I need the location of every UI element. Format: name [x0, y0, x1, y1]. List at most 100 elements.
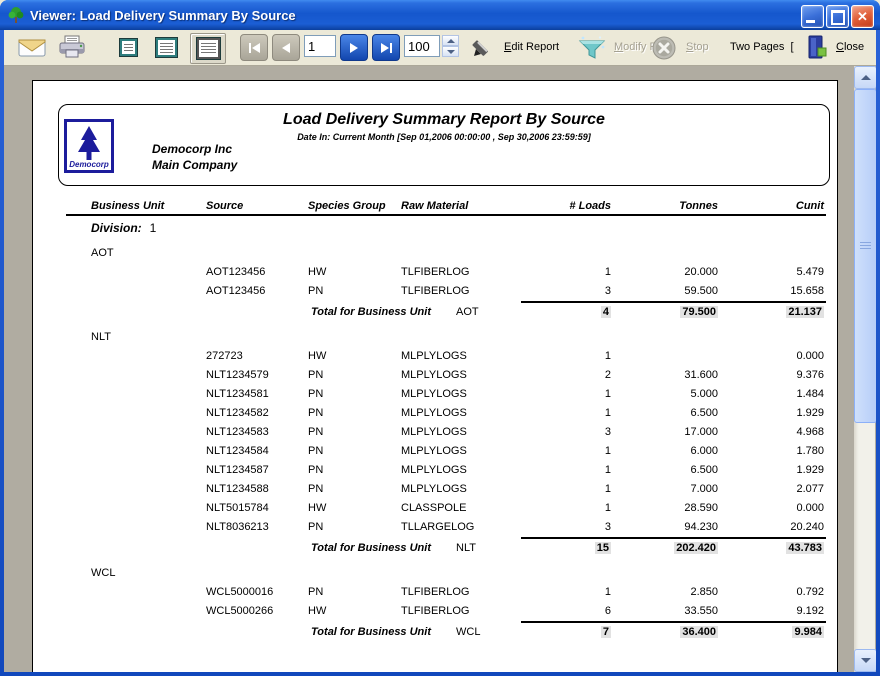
cell-raw-material: MLPLYLOGS [401, 388, 467, 400]
col-tonnes: Tonnes [679, 200, 718, 212]
cell-species-group: HW [308, 605, 327, 617]
zoom-spinner [442, 35, 459, 57]
full-page-view-button[interactable] [155, 37, 178, 58]
tree-logo-icon [78, 126, 100, 160]
business-unit-label: AOT [91, 247, 114, 259]
edit-report-button[interactable] [468, 35, 498, 59]
group-total-row: Total for Business Unit WCL 7 36.400 9.984 [33, 621, 837, 641]
cell-loads: 1 [604, 266, 611, 278]
cell-tonnes: 6.500 [690, 407, 718, 419]
page-number-input[interactable] [304, 35, 336, 57]
cell-source: NLT1234579 [206, 369, 269, 381]
total-label: Total for Business Unit [311, 306, 431, 318]
col-cunit: Cunit [795, 200, 824, 212]
col-source: Source [206, 200, 244, 212]
business-unit-row: NLT [33, 328, 837, 347]
business-unit-row: WCL [33, 564, 837, 583]
page-width-view-button[interactable] [190, 33, 226, 64]
cell-source: NLT1234581 [206, 388, 269, 400]
cell-source: WCL5000266 [206, 605, 274, 617]
table-row: 272723 HW MLPLYLOGS 1 0.000 [33, 347, 837, 366]
cell-cunit: 0.792 [796, 586, 824, 598]
report-table: Business Unit Source Species Group Raw M… [33, 199, 837, 641]
total-value: 79.500 [680, 306, 718, 318]
company-name: Democorp Inc [152, 142, 233, 156]
cell-species-group: HW [308, 502, 327, 514]
printer-icon [59, 35, 85, 58]
scrollbar-thumb[interactable] [854, 89, 876, 423]
cell-cunit: 1.929 [796, 407, 824, 419]
total-tonnes: 36.400 [598, 624, 718, 640]
cell-loads: 3 [604, 426, 611, 438]
close-viewer-button[interactable] [806, 34, 830, 60]
minimize-icon [806, 20, 815, 23]
maximize-icon [831, 10, 845, 25]
total-business-unit: WCL [456, 626, 481, 638]
cell-cunit: 15.658 [790, 285, 824, 297]
next-page-button[interactable] [340, 34, 368, 61]
cell-tonnes: 28.590 [684, 502, 718, 514]
actual-size-view-button[interactable] [119, 38, 138, 57]
print-button[interactable] [58, 35, 86, 59]
vertical-scrollbar[interactable] [854, 66, 876, 672]
close-icon: ✕ [857, 9, 868, 24]
cell-raw-material: MLPLYLOGS [401, 483, 467, 495]
table-row: NLT1234584 PN MLPLYLOGS 1 6.000 1.780 [33, 442, 837, 461]
cell-raw-material: TLFIBERLOG [401, 605, 470, 617]
cell-raw-material: TLFIBERLOG [401, 586, 470, 598]
group-total-row: Total for Business Unit AOT 4 79.500 21.137 [33, 301, 837, 321]
cell-species-group: HW [308, 266, 327, 278]
col-raw-material: Raw Material [401, 200, 469, 212]
cell-loads: 1 [604, 388, 611, 400]
cell-loads: 1 [604, 464, 611, 476]
scroll-down-button[interactable] [854, 649, 876, 672]
cell-cunit: 5.479 [796, 266, 824, 278]
cell-cunit: 9.376 [796, 369, 824, 381]
first-page-button[interactable] [240, 34, 268, 61]
cell-source: NLT1234584 [206, 445, 269, 457]
total-value: 7 [600, 626, 611, 638]
cell-source: WCL5000016 [206, 586, 274, 598]
business-unit-row: AOT [33, 244, 837, 263]
cell-species-group: PN [308, 369, 324, 381]
cell-species-group: PN [308, 483, 324, 495]
pencil-icon [472, 40, 488, 56]
total-cunit: 21.137 [704, 304, 824, 320]
header-underline [66, 214, 826, 216]
cell-tonnes: 2.850 [690, 586, 718, 598]
table-row: WCL5000266 HW TLFIBERLOG 6 33.550 9.192 [33, 602, 837, 621]
maximize-button[interactable] [826, 5, 849, 28]
company-subname: Main Company [152, 158, 238, 172]
email-report-button[interactable] [18, 37, 46, 57]
previous-page-button[interactable] [272, 34, 300, 61]
cell-tonnes: 31.600 [684, 369, 718, 381]
cell-cunit: 2.077 [796, 483, 824, 495]
spin-down-button[interactable] [442, 46, 459, 57]
two-pages-label[interactable]: Two Pages [ [730, 41, 794, 53]
first-page-icon [248, 42, 260, 53]
cell-cunit: 0.000 [796, 502, 824, 514]
cell-species-group: PN [308, 464, 324, 476]
cell-tonnes: 17.000 [684, 426, 718, 438]
company-logo: Democorp [64, 119, 114, 173]
last-page-button[interactable] [372, 34, 400, 61]
division-value: 1 [149, 221, 157, 235]
close-window-button[interactable]: ✕ [851, 5, 874, 28]
spin-up-button[interactable] [442, 35, 459, 46]
cell-source: NLT1234583 [206, 426, 269, 438]
total-value: 4 [600, 306, 611, 318]
table-row: NLT1234588 PN MLPLYLOGS 1 7.000 2.077 [33, 480, 837, 499]
scroll-up-button[interactable] [854, 66, 876, 89]
zoom-input[interactable] [404, 35, 440, 57]
total-value: 36.400 [680, 626, 718, 638]
cell-source: AOT123456 [206, 266, 266, 278]
chevron-down-icon [860, 658, 871, 663]
cell-raw-material: MLPLYLOGS [401, 426, 467, 438]
minimize-button[interactable] [801, 5, 824, 28]
cell-species-group: PN [308, 388, 324, 400]
cell-raw-material: TLFIBERLOG [401, 285, 470, 297]
